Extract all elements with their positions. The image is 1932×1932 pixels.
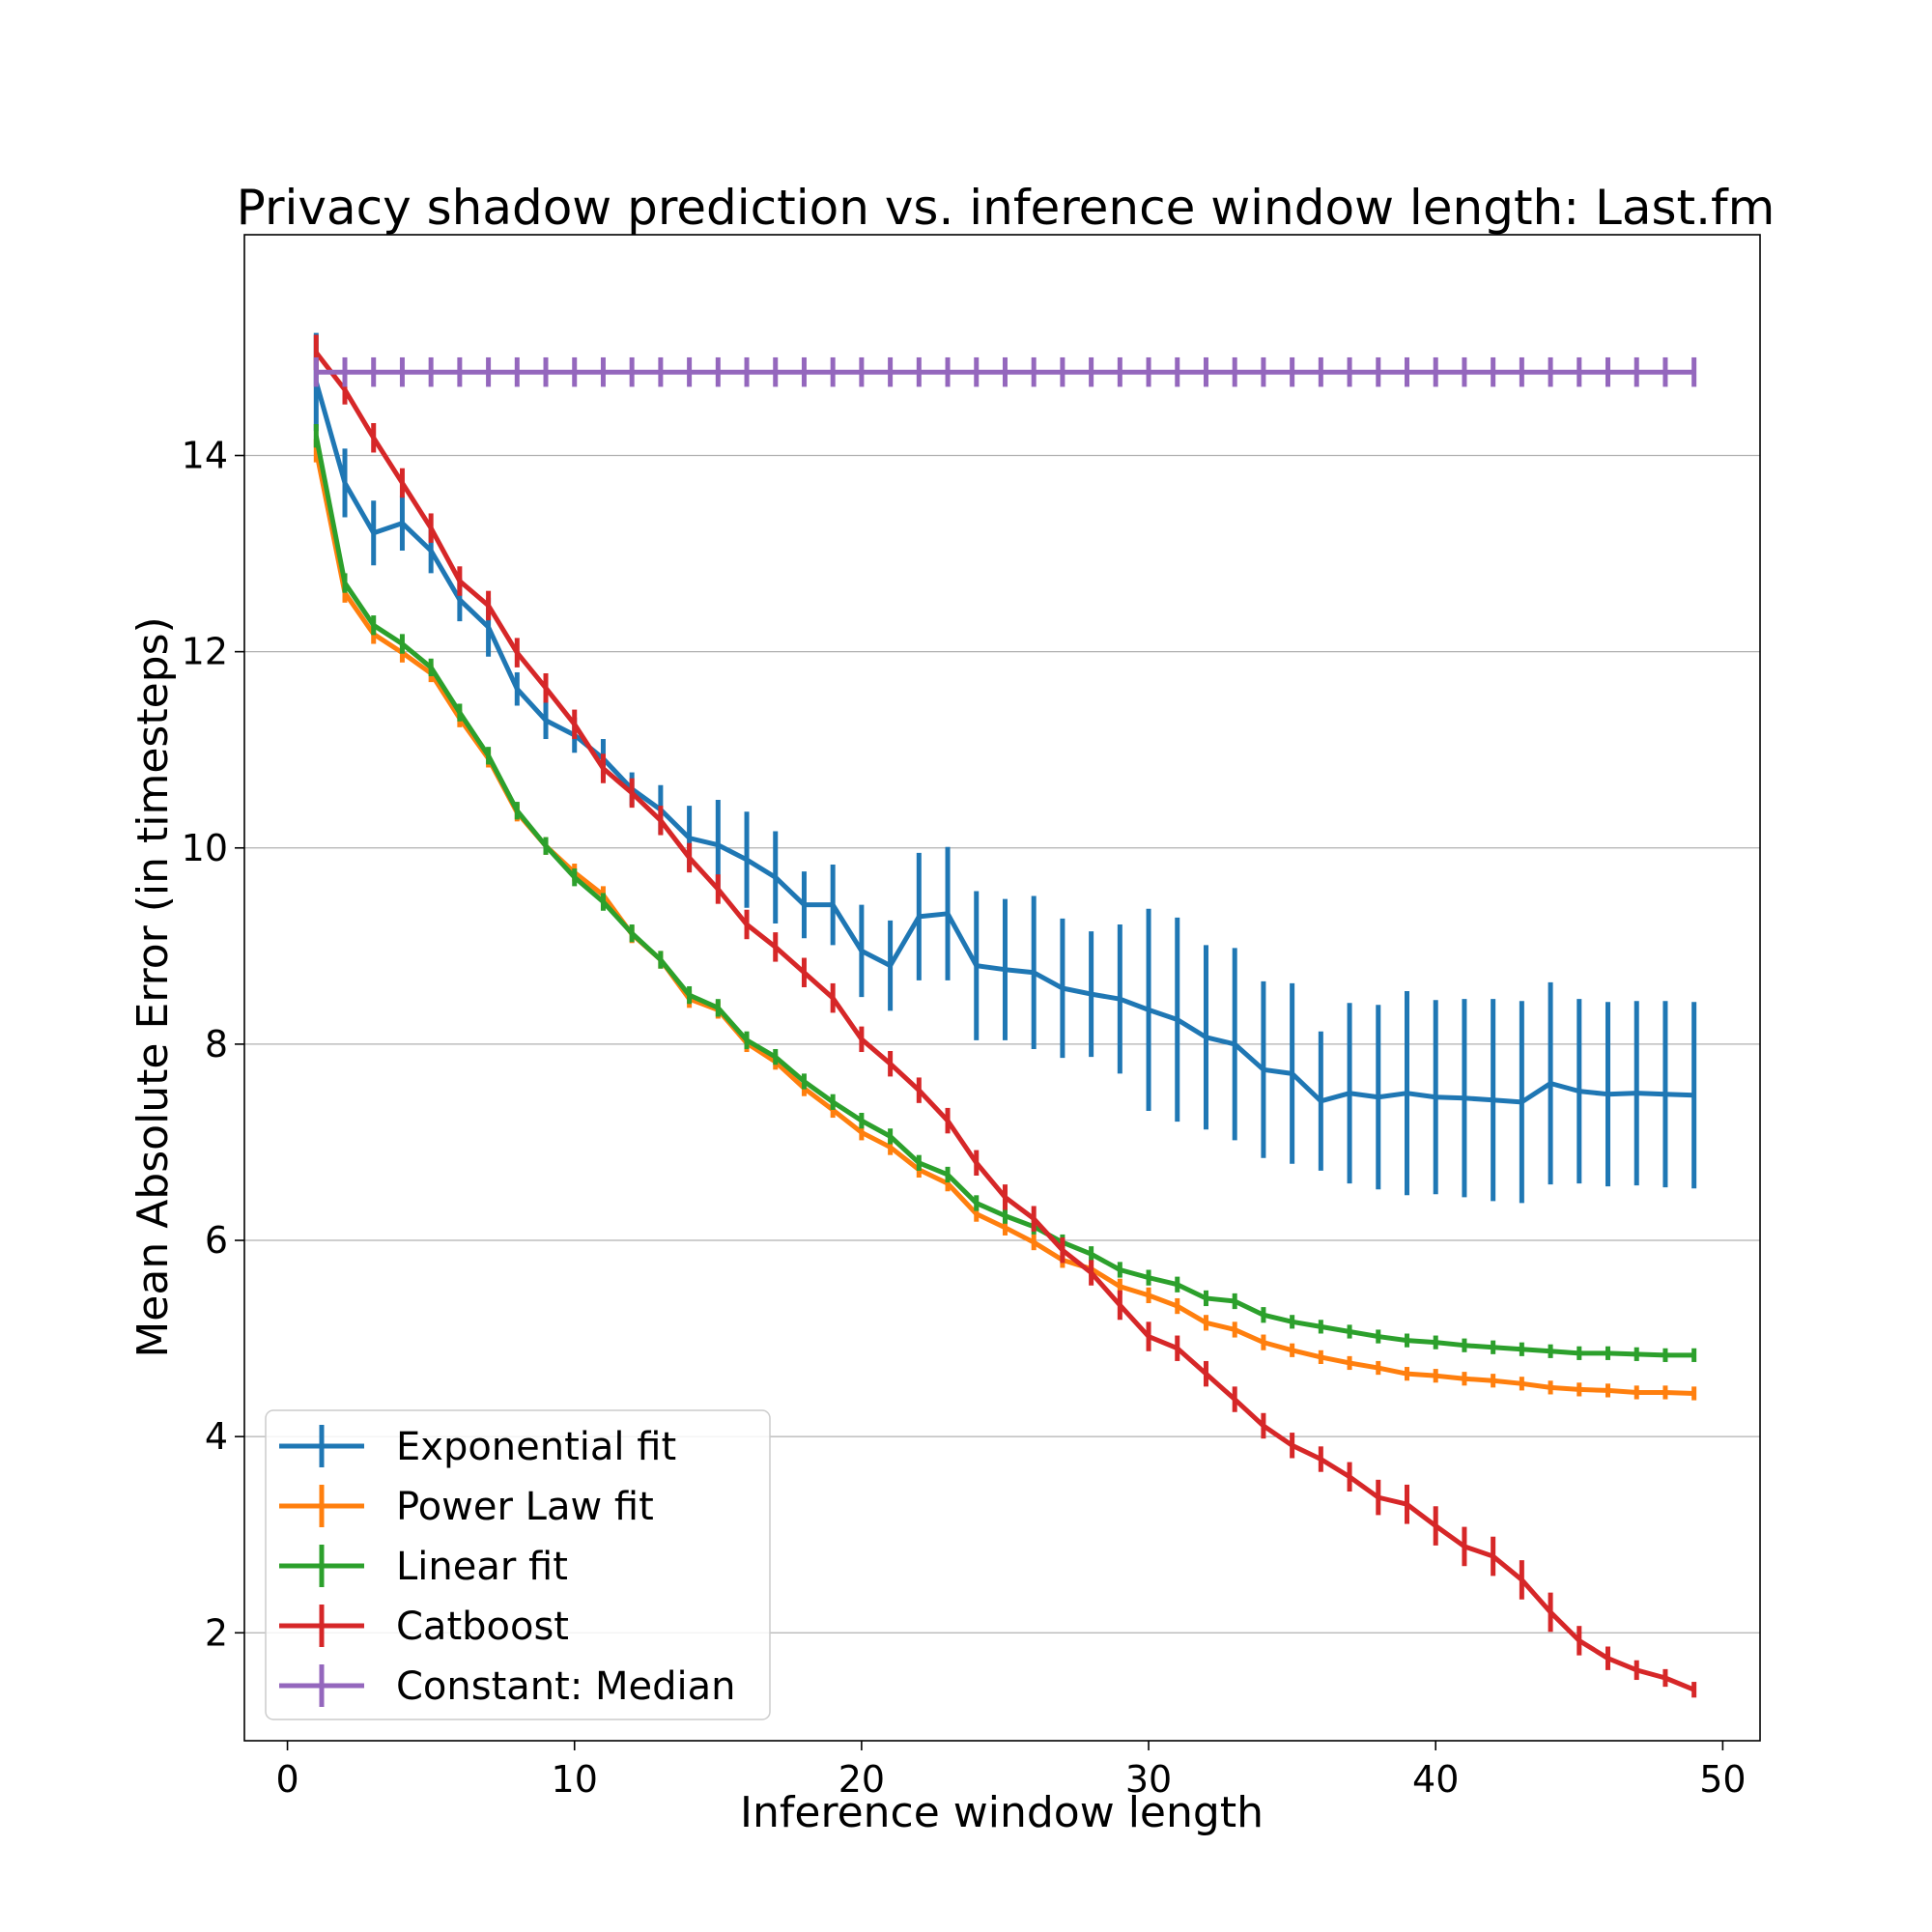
x-tick-label: 20 bbox=[838, 1758, 885, 1801]
series-linear-fit bbox=[313, 424, 1697, 1362]
legend-label: Power Law fit bbox=[396, 1485, 654, 1529]
legend-label: Exponential fit bbox=[396, 1425, 676, 1469]
x-axis: 0 10 20 30 40 50 bbox=[275, 1741, 1747, 1801]
y-tick-label: 10 bbox=[182, 827, 228, 869]
y-tick-label: 12 bbox=[182, 631, 228, 673]
series-exponential-fit bbox=[313, 332, 1697, 1204]
series-catboost bbox=[313, 334, 1697, 1698]
x-tick-label: 10 bbox=[552, 1758, 598, 1801]
legend-item-power-law-fit: Power Law fit bbox=[279, 1485, 654, 1529]
plot-frame bbox=[243, 234, 1761, 1742]
legend-label: Linear fit bbox=[396, 1545, 568, 1589]
y-tick-label: 2 bbox=[205, 1611, 228, 1654]
x-tick-label: 40 bbox=[1412, 1758, 1459, 1801]
legend-item-exponential-fit: Exponential fit bbox=[279, 1425, 676, 1469]
legend-item-constant-median: Constant: Median bbox=[279, 1664, 736, 1709]
y-tick-label: 8 bbox=[205, 1023, 228, 1065]
y-tick-label: 6 bbox=[205, 1219, 228, 1262]
series-constant-median bbox=[313, 356, 1697, 387]
legend-item-catboost: Catboost bbox=[279, 1605, 569, 1649]
legend-box bbox=[265, 1409, 771, 1720]
y-tick-label: 4 bbox=[205, 1415, 228, 1458]
legend-item-linear-fit: Linear fit bbox=[279, 1545, 568, 1589]
x-tick-label: 30 bbox=[1125, 1758, 1172, 1801]
y-axis: 2 4 6 8 10 12 14 bbox=[182, 435, 244, 1654]
x-tick-label: 50 bbox=[1699, 1758, 1746, 1801]
legend-label: Catboost bbox=[396, 1605, 569, 1649]
x-axis-label: Inference window length bbox=[740, 1788, 1264, 1837]
chart-title: Privacy shadow prediction vs. inference … bbox=[237, 180, 1776, 236]
x-tick-label: 0 bbox=[275, 1758, 298, 1801]
y-tick-label: 14 bbox=[182, 435, 228, 477]
plot-area bbox=[313, 332, 1697, 1698]
legend-label: Constant: Median bbox=[396, 1664, 736, 1709]
legend: Exponential fit Power Law fit Linear fit Ca… bbox=[265, 1409, 771, 1720]
y-axis-label: Mean Absolute Error (in timesteps) bbox=[128, 616, 178, 1357]
